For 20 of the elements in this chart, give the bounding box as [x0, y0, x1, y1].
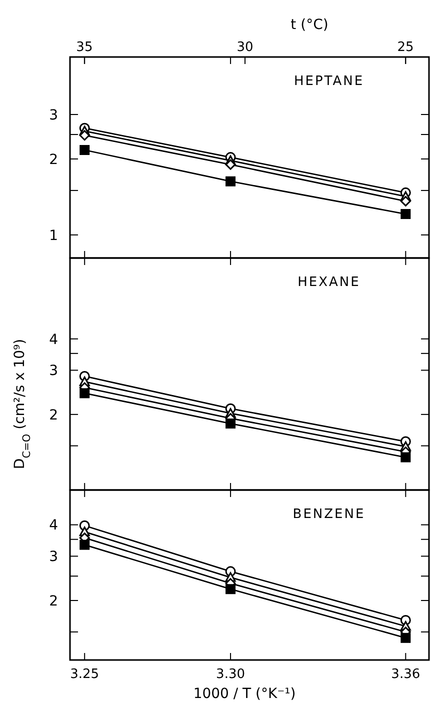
x-tick-label: 3.30 — [216, 667, 246, 682]
x-axis-title: 1000 / T (°K⁻¹) — [193, 686, 296, 702]
y-tick-label: 4 — [49, 518, 58, 534]
x2-tick-label: 25 — [397, 40, 414, 55]
y-tick-label: 2 — [49, 593, 58, 610]
y-tick-label: 3 — [49, 107, 58, 124]
x-tick-label: 3.25 — [70, 667, 100, 682]
y-tick-label: 2 — [49, 407, 58, 424]
x-tick-label: 3.36 — [391, 667, 420, 682]
y-tick-label: 4 — [49, 332, 58, 348]
y-tick-label: 3 — [49, 363, 58, 380]
y-tick-label: 2 — [49, 152, 58, 168]
x2-tick-label: 35 — [76, 40, 93, 55]
text: BENZENE — [292, 507, 366, 522]
y-tick-label: 1 — [49, 228, 58, 244]
text: HEPTANE — [294, 74, 364, 89]
x2-tick-label: 30 — [236, 40, 254, 55]
x2-axis-title: t (°C) — [290, 17, 328, 33]
text: HEXANE — [298, 275, 360, 290]
y-tick-label: 3 — [49, 549, 58, 566]
